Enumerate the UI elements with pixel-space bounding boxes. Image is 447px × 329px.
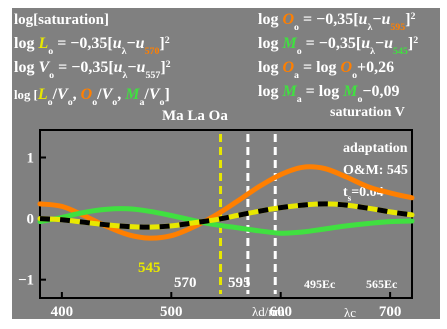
vline-label-570: 570 bbox=[174, 275, 197, 291]
x-axis-label-2: λc bbox=[344, 305, 356, 320]
y-tick-label: 0 bbox=[27, 212, 35, 228]
y-tick-label: 1 bbox=[27, 150, 35, 166]
annotation-om: O&M: 545 bbox=[343, 163, 408, 178]
x-tick-label: 600 bbox=[269, 304, 292, 320]
header-left-line-1: log[saturation] bbox=[14, 12, 109, 28]
x-tick-label: 400 bbox=[51, 304, 74, 320]
grey-panel bbox=[12, 8, 440, 319]
y-tick-label: −1 bbox=[18, 273, 34, 289]
series-line-yellow-dash-overlay bbox=[39, 201, 413, 230]
series-line-green bbox=[37, 206, 415, 236]
annotation-adaptation: adaptation bbox=[343, 141, 408, 156]
vline-label-595: 595 bbox=[228, 275, 251, 291]
header-left-line-4: log [Lo/Vo, Oo/Vo, Ma/Vo] bbox=[14, 86, 170, 108]
left-strip bbox=[0, 0, 12, 324]
extra-label-2: 565Ec bbox=[366, 277, 398, 291]
header-right-line-1: log Oo = −0,35[uλ−u595]2 bbox=[258, 11, 416, 33]
x-tick-label: 500 bbox=[160, 304, 183, 320]
ma-la-oa-label: Ma La Oa bbox=[162, 108, 228, 124]
header-left-line-2: log Lo = −0,35[uλ−u570]2 bbox=[14, 35, 170, 57]
header-right-line-4: log Ma = log Mo−0,09 bbox=[258, 83, 400, 105]
saturation-label: saturation V bbox=[330, 105, 405, 120]
header-right-line-2: log Mo = −0,35[uλ−u545]2 bbox=[258, 35, 418, 57]
header-left-line-3: log Vo = −0,35[uλ−u557]2 bbox=[14, 59, 171, 81]
header-right-line-3: log Oa = log Oo+0,26 bbox=[258, 59, 394, 81]
x-axis-label: λd/nm bbox=[252, 304, 285, 319]
extra-label-1: 495Ec bbox=[304, 277, 336, 291]
vline-label-545: 545 bbox=[138, 260, 161, 276]
x-tick-label: 700 bbox=[379, 304, 402, 320]
